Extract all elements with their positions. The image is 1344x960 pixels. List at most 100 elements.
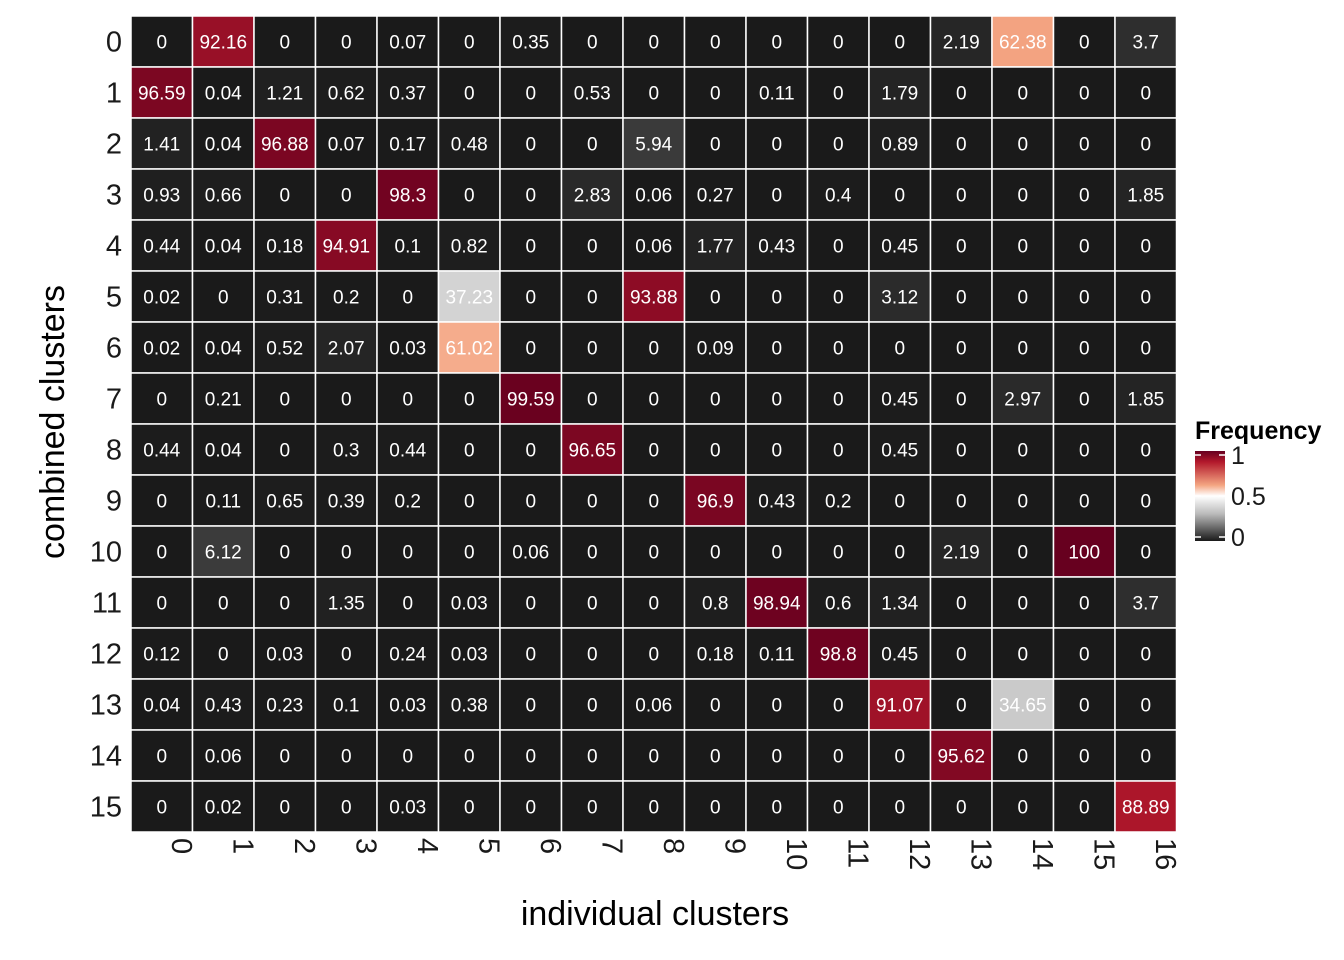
heatmap-cell bbox=[745, 66, 809, 119]
heatmap-cell bbox=[437, 627, 501, 680]
cell-value-label: 0.04 bbox=[205, 237, 242, 258]
heatmap-cell bbox=[560, 780, 624, 833]
heatmap-cell bbox=[376, 219, 440, 272]
cell-value-label: 0.35 bbox=[512, 33, 549, 54]
heatmap-cell bbox=[1114, 678, 1178, 731]
cell-value-label: 34.65 bbox=[999, 696, 1047, 717]
cell-value-label: 0 bbox=[648, 543, 659, 564]
cell-value-label: 0.06 bbox=[205, 747, 242, 768]
heatmap-cell bbox=[929, 321, 993, 374]
heatmap-cell bbox=[130, 15, 194, 68]
heatmap-cell bbox=[683, 219, 747, 272]
heatmap-cell bbox=[929, 678, 993, 731]
cell-value-label: 2.83 bbox=[574, 186, 611, 207]
heatmap-cell bbox=[622, 474, 686, 527]
heatmap-cell bbox=[1052, 678, 1116, 731]
cell-value-label: 0 bbox=[1140, 288, 1151, 309]
y-tick-label: 3 bbox=[106, 180, 122, 212]
cell-value-label: 0 bbox=[1017, 288, 1028, 309]
heatmap-cell bbox=[806, 627, 870, 680]
cell-value-label: 0 bbox=[1140, 696, 1151, 717]
cell-value-label: 0 bbox=[1140, 441, 1151, 462]
cell-value-label: 0 bbox=[1079, 696, 1090, 717]
heatmap-cell bbox=[622, 678, 686, 731]
x-tick-label: 13 bbox=[964, 838, 996, 870]
cell-value-label: 0 bbox=[525, 288, 536, 309]
heatmap-cell bbox=[929, 117, 993, 170]
heatmap-cell bbox=[253, 66, 317, 119]
cell-value-label: 0 bbox=[833, 696, 844, 717]
cell-value-label: 0 bbox=[956, 186, 967, 207]
cell-value-label: 0.03 bbox=[389, 696, 426, 717]
y-tick-label: 5 bbox=[106, 282, 122, 314]
cell-value-label: 0 bbox=[525, 798, 536, 819]
cell-value-label: 95.62 bbox=[937, 747, 985, 768]
cell-value-label: 0.45 bbox=[881, 390, 918, 411]
cell-value-label: 0 bbox=[956, 237, 967, 258]
heatmap-cell bbox=[560, 372, 624, 425]
cell-value-label: 0 bbox=[587, 747, 598, 768]
cell-value-label: 3.12 bbox=[881, 288, 918, 309]
heatmap-cells: 0 92.16 0 0 0.07 0 0.35 0 0 0 0 0 0 2.19 62.38 0 3.7 96.5… bbox=[130, 15, 1178, 833]
cell-value-label: 0.03 bbox=[389, 798, 426, 819]
heatmap-cell bbox=[376, 321, 440, 374]
cell-value-label: 0 bbox=[771, 390, 782, 411]
heatmap-cell bbox=[1114, 729, 1178, 782]
cell-value-label: 0 bbox=[525, 135, 536, 156]
cell-value-label: 0.11 bbox=[759, 645, 795, 666]
heatmap-cell bbox=[745, 423, 809, 476]
cell-value-label: 0 bbox=[587, 390, 598, 411]
cell-value-label: 0.1 bbox=[395, 237, 421, 258]
cell-value-label: 0.06 bbox=[635, 237, 672, 258]
cell-value-label: 0 bbox=[833, 84, 844, 105]
cell-value-label: 0 bbox=[1079, 33, 1090, 54]
heatmap-cell bbox=[191, 66, 255, 119]
cell-value-label: 61.02 bbox=[445, 339, 493, 360]
cell-value-label: 0 bbox=[1079, 594, 1090, 615]
cell-value-label: 62.38 bbox=[999, 33, 1047, 54]
cell-value-label: 0 bbox=[402, 594, 413, 615]
cell-value-label: 0 bbox=[525, 339, 536, 360]
heatmap-cell bbox=[806, 372, 870, 425]
x-tick-label: 11 bbox=[841, 838, 873, 868]
cell-value-label: 0 bbox=[894, 798, 905, 819]
cell-value-label: 37.23 bbox=[445, 288, 493, 309]
heatmap-cell bbox=[991, 474, 1055, 527]
cell-value-label: 0.04 bbox=[205, 84, 242, 105]
cell-value-label: 0 bbox=[894, 33, 905, 54]
cell-value-label: 0 bbox=[464, 747, 475, 768]
y-tick-label: 9 bbox=[106, 486, 122, 518]
cell-value-label: 0.44 bbox=[389, 441, 426, 462]
cell-value-label: 0 bbox=[1079, 186, 1090, 207]
cell-value-label: 0 bbox=[218, 594, 229, 615]
heatmap-cell bbox=[991, 627, 1055, 680]
heatmap-cell bbox=[929, 66, 993, 119]
cell-value-label: 0 bbox=[1017, 339, 1028, 360]
cell-value-label: 0.11 bbox=[759, 84, 795, 105]
heatmap-cell bbox=[191, 117, 255, 170]
cell-value-label: 0 bbox=[648, 747, 659, 768]
heatmap-cell bbox=[1114, 270, 1178, 323]
heatmap-cell bbox=[868, 678, 932, 731]
cell-value-label: 0.62 bbox=[328, 84, 365, 105]
heatmap-cell bbox=[191, 474, 255, 527]
y-tick-label: 7 bbox=[106, 384, 122, 416]
cell-value-label: 0.39 bbox=[328, 492, 365, 513]
cell-value-label: 0 bbox=[525, 645, 536, 666]
cell-value-label: 100 bbox=[1068, 543, 1100, 564]
heatmap-cell bbox=[253, 168, 317, 221]
cell-value-label: 0 bbox=[771, 441, 782, 462]
heatmap-cell bbox=[929, 729, 993, 782]
cell-value-label: 0 bbox=[1017, 441, 1028, 462]
cell-value-label: 0 bbox=[1017, 798, 1028, 819]
cell-value-label: 0 bbox=[1079, 390, 1090, 411]
heatmap-cell bbox=[868, 372, 932, 425]
heatmap-cell bbox=[1114, 525, 1178, 578]
heatmap-cell bbox=[253, 372, 317, 425]
heatmap-cell bbox=[376, 780, 440, 833]
cell-value-label: 0.2 bbox=[825, 492, 851, 513]
cell-value-label: 3.7 bbox=[1133, 594, 1159, 615]
heatmap-cell bbox=[868, 168, 932, 221]
heatmap-cell bbox=[745, 780, 809, 833]
